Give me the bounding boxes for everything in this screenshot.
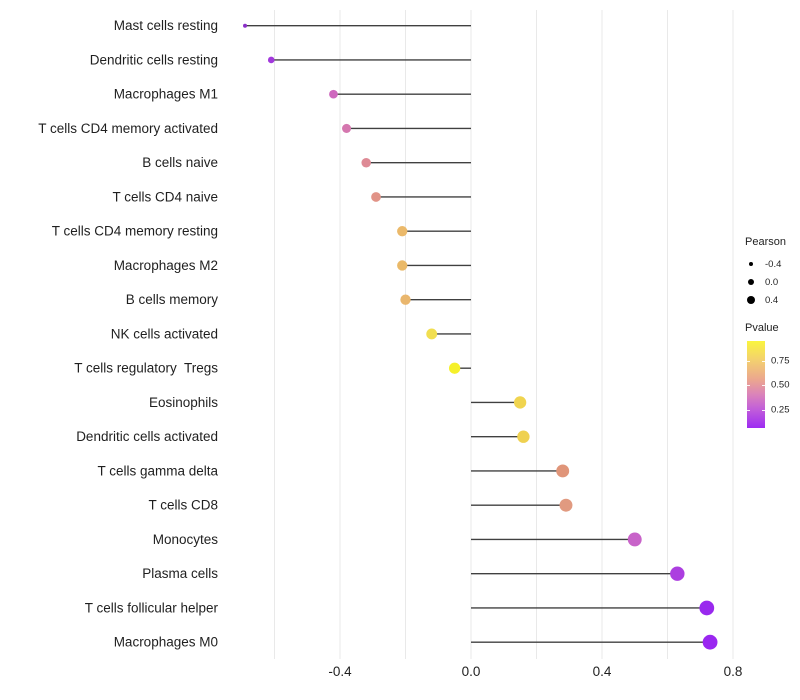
lollipop-dot [670, 566, 685, 581]
pvalue-legend-title: Pvalue [745, 322, 779, 334]
lollipop-dot [243, 23, 248, 28]
size-legend-entry: 0.0 [745, 273, 786, 291]
row-label: T cells gamma delta [97, 463, 218, 478]
colorbar-tick-label: 0.75 [771, 355, 790, 367]
colorbar-tickmark [762, 410, 765, 412]
lollipop-dot [699, 600, 715, 616]
size-legend-entry: 0.4 [745, 291, 786, 309]
x-tick-label: 0.0 [462, 664, 481, 679]
row-label: T cells CD8 [148, 498, 218, 513]
row-label: Mast cells resting [114, 18, 218, 33]
pvalue-color-legend: Pvalue 0.75 0.50 0.25 [745, 322, 800, 428]
colorbar-tickmark [747, 385, 750, 387]
x-tick-label: 0.4 [593, 664, 612, 679]
size-legend-label: 0.0 [765, 276, 779, 288]
lollipop-dot [342, 123, 352, 133]
size-legend-label: -0.4 [765, 258, 782, 270]
x-tick-label: -0.4 [328, 664, 352, 679]
lollipop-dot [559, 498, 573, 512]
lollipop-dot [397, 260, 408, 271]
lollipop-dot [448, 362, 461, 374]
row-label: T cells follicular helper [85, 600, 219, 615]
colorbar-tick-label: 0.25 [771, 404, 790, 416]
colorbar-tickmark [747, 410, 750, 412]
lollipop-dot [513, 396, 527, 409]
size-legend-dot [747, 278, 755, 286]
size-legend-dot [748, 261, 754, 267]
pvalue-colorbar [747, 341, 765, 428]
row-label: Macrophages M0 [114, 635, 218, 650]
pearson-size-legend: Pearson -0.4 0.0 0.4 [745, 236, 786, 309]
row-label: T cells CD4 memory activated [38, 121, 218, 136]
row-label: Eosinophils [149, 395, 218, 410]
lollipop-dot [517, 430, 530, 443]
lollipop-dot [371, 192, 381, 202]
colorbar-tickmark [747, 360, 750, 362]
lollipop-dot [627, 532, 642, 547]
row-label: T cells regulatory Tregs [74, 361, 218, 376]
lollipop-dot [400, 294, 411, 305]
row-label: T cells CD4 naive [112, 189, 218, 204]
row-label: T cells CD4 memory resting [52, 224, 218, 239]
lollipop-dot [329, 89, 338, 99]
lollipop-dot [397, 226, 408, 237]
row-label: Plasma cells [142, 566, 218, 581]
x-tick-label: 0.8 [724, 664, 743, 679]
row-label: Dendritic cells resting [90, 52, 218, 67]
row-label: Monocytes [153, 532, 219, 547]
row-label: Macrophages M2 [114, 258, 218, 273]
size-legend-dot [746, 295, 756, 305]
row-label: B cells naive [142, 155, 218, 170]
row-label: B cells memory [126, 292, 219, 307]
lollipop-dot [556, 464, 570, 478]
pvalue-colorbar-wrap: 0.75 0.50 0.25 [745, 341, 800, 428]
lollipop-dot [361, 157, 371, 168]
size-legend-entry: -0.4 [745, 255, 786, 273]
row-label: Macrophages M1 [114, 87, 218, 102]
colorbar-tick-label: 0.50 [771, 379, 790, 391]
colorbar-tickmark [762, 360, 765, 362]
lollipop-dot [702, 634, 718, 650]
lollipop-dot [426, 328, 438, 340]
row-label: Dendritic cells activated [76, 429, 218, 444]
pearson-legend-title: Pearson [745, 236, 786, 248]
colorbar-tickmark [762, 385, 765, 387]
pearson-legend-entries: -0.4 0.0 0.4 [745, 255, 786, 309]
lollipop-dot [267, 56, 275, 64]
size-legend-label: 0.4 [765, 294, 779, 306]
row-label: NK cells activated [111, 326, 218, 341]
